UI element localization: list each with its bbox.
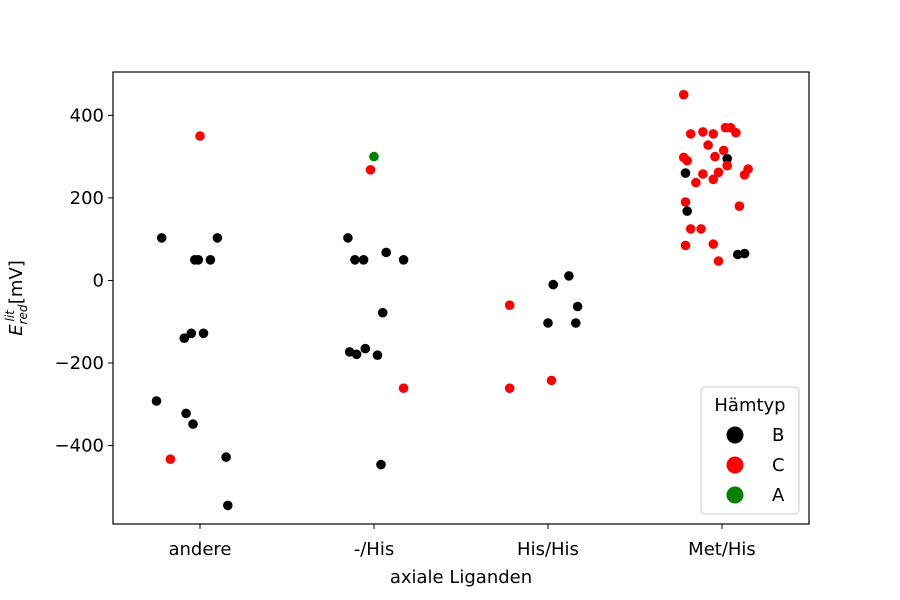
data-point (212, 233, 223, 243)
x-tick-label: His/His (517, 539, 579, 560)
data-point (696, 224, 706, 234)
data-point (698, 169, 708, 179)
y-tick-label: 0 (93, 270, 104, 291)
x-axis-label: axiale Liganden (390, 567, 532, 588)
data-point (572, 301, 583, 312)
data-point (685, 129, 696, 139)
legend-label: C (772, 455, 785, 476)
data-point (722, 160, 732, 171)
plot-frame (112, 71, 810, 525)
data-point (343, 233, 353, 243)
data-point (223, 500, 233, 511)
y-axis-label-sup: lit (3, 309, 17, 322)
y-axis-label-unit: [mV] (6, 260, 27, 304)
data-point (221, 452, 231, 462)
data-point (718, 145, 729, 156)
data-point (376, 459, 386, 470)
data-point (713, 167, 724, 178)
legend-label: B (772, 425, 784, 446)
data-point (713, 256, 724, 266)
legend-entries: BCA (726, 425, 785, 506)
data-point (188, 419, 198, 429)
data-point (571, 318, 581, 328)
x-tick-label: andere (168, 539, 231, 560)
data-point (691, 177, 701, 188)
data-point (564, 271, 574, 281)
y-axis-label-sub: red (16, 304, 30, 324)
data-point (369, 151, 379, 162)
data-point (181, 408, 191, 419)
data-point (504, 383, 515, 394)
x-axis-ticks: andere -/His His/His Met/His (168, 524, 756, 560)
data-point (739, 248, 750, 259)
data-point (193, 254, 204, 265)
x-tick-label: Met/His (688, 539, 756, 560)
data-point (710, 151, 720, 162)
data-point (722, 153, 732, 164)
data-point (398, 254, 409, 265)
data-point (680, 197, 691, 207)
data-point (546, 375, 557, 386)
data-point (504, 300, 515, 311)
data-point (205, 254, 216, 265)
data-point (698, 127, 708, 137)
data-point (358, 254, 369, 265)
data-point (685, 224, 696, 234)
y-tick-label: 400 (70, 105, 104, 126)
y-tick-label: −200 (55, 353, 104, 374)
y-tick-label: 200 (70, 188, 104, 209)
data-point (377, 307, 388, 318)
data-point (708, 239, 719, 249)
data-point (351, 349, 362, 360)
data-point (151, 396, 162, 406)
data-points (151, 89, 753, 511)
data-point (708, 129, 719, 139)
y-axis-ticks: 400 200 0 −200 −400 (55, 105, 113, 457)
y-tick-label: −400 (55, 436, 104, 457)
data-point (195, 131, 205, 141)
data-point (165, 454, 176, 465)
data-point (682, 206, 692, 216)
data-point (360, 343, 371, 354)
legend-label: A (772, 485, 785, 506)
data-point (186, 328, 197, 339)
data-point (381, 247, 392, 258)
y-axis-label-main: E (6, 324, 27, 336)
data-point (703, 140, 713, 150)
data-point (708, 174, 719, 185)
data-point (680, 168, 691, 178)
data-point (543, 318, 553, 328)
data-point (350, 254, 360, 265)
data-point (156, 233, 167, 243)
legend-marker (726, 456, 744, 474)
data-point (734, 201, 745, 211)
data-point (365, 165, 376, 175)
legend-marker (726, 486, 744, 504)
data-point (739, 170, 750, 180)
y-axis-label: Eredlit [mV] (3, 260, 30, 336)
legend-marker (726, 426, 744, 444)
data-point (680, 240, 691, 251)
legend: Hämtyp BCA (700, 386, 800, 515)
data-point (682, 155, 692, 166)
legend-box (700, 386, 800, 515)
data-point (398, 383, 409, 394)
data-point (372, 350, 383, 361)
data-point (725, 122, 736, 133)
data-point (179, 333, 190, 344)
data-point (198, 328, 209, 339)
data-point (548, 279, 558, 290)
data-point (678, 89, 689, 100)
legend-title: Hämtyp (714, 395, 785, 416)
x-tick-label: -/His (354, 539, 394, 560)
